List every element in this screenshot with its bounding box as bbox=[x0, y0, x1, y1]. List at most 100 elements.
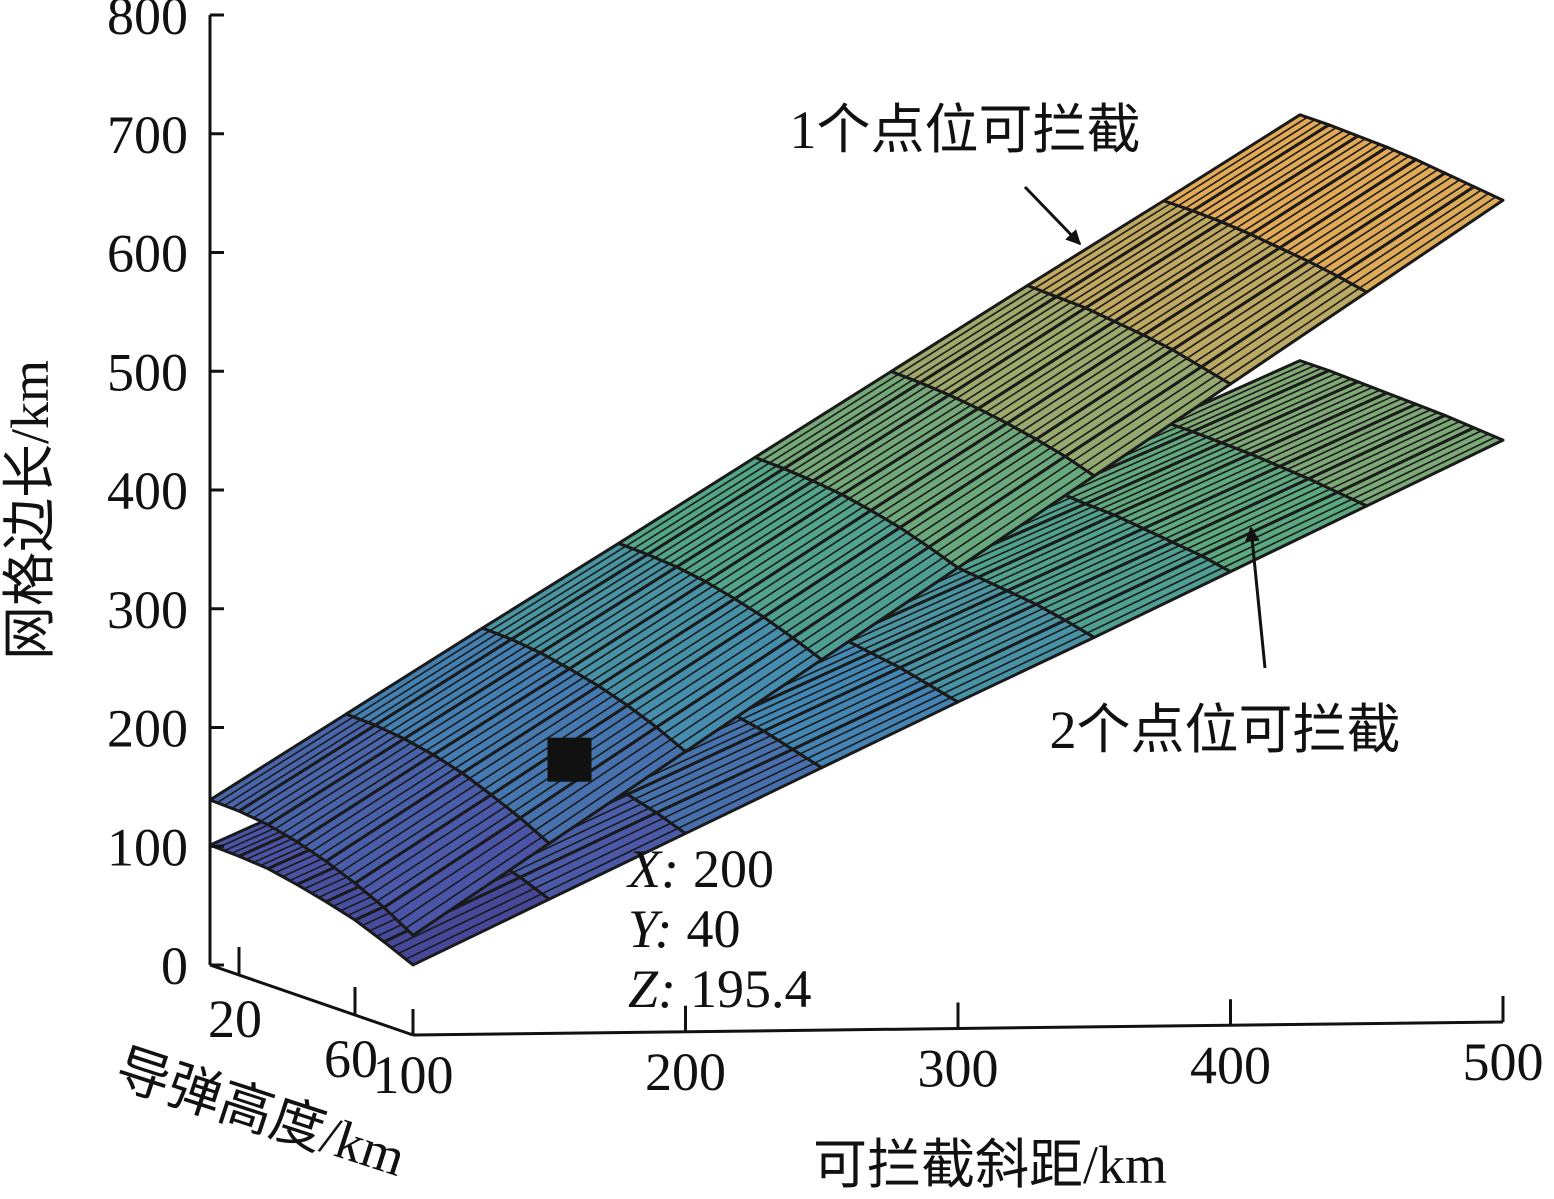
facet-stripe bbox=[1322, 179, 1460, 270]
facet-stripe bbox=[1150, 250, 1288, 340]
facet-stripe bbox=[1135, 243, 1273, 333]
facet-stripe bbox=[1206, 375, 1344, 438]
facet-stripe bbox=[1021, 534, 1159, 599]
facet-stripe bbox=[777, 675, 915, 741]
facet-stripe bbox=[683, 483, 821, 572]
facet-stripe bbox=[1293, 165, 1431, 256]
facet-stripe bbox=[405, 836, 543, 929]
facet-stripe bbox=[799, 688, 937, 755]
axes: 0 100 200 300 400 500 600 700 800 100 200 300 400 500… bbox=[107, 0, 1544, 1105]
facet-stripe bbox=[1070, 215, 1208, 303]
facet-stripe bbox=[999, 330, 1137, 421]
facet-stripe bbox=[1257, 395, 1395, 458]
facet-stripe bbox=[892, 600, 1030, 665]
facet-stripe bbox=[1063, 433, 1201, 496]
facet-stripe bbox=[1050, 548, 1188, 614]
facet-stripe bbox=[1164, 474, 1302, 540]
facet-stripe bbox=[469, 690, 607, 780]
facet-stripe bbox=[677, 653, 815, 747]
facet-stripe bbox=[914, 611, 1052, 677]
facet-stripe bbox=[634, 621, 772, 712]
facet-stripe bbox=[912, 293, 1050, 381]
facet-stripe bbox=[1179, 481, 1317, 547]
facet-stripe bbox=[934, 301, 1072, 390]
facet-stripe bbox=[1272, 400, 1410, 465]
x-tick-label: 100 bbox=[373, 1045, 454, 1105]
facet-stripe bbox=[1121, 237, 1259, 326]
facet-stripe bbox=[1057, 551, 1195, 617]
facet-stripe bbox=[741, 655, 879, 720]
facet-stripe bbox=[914, 447, 1052, 538]
facet-stripe bbox=[1099, 447, 1237, 511]
facet-stripe bbox=[534, 822, 672, 889]
facet-stripe bbox=[1157, 471, 1295, 537]
facet-stripe bbox=[663, 753, 801, 819]
facet-stripe bbox=[353, 630, 491, 718]
facet-stripe bbox=[799, 551, 937, 644]
facet-stripe bbox=[814, 696, 952, 764]
facet-stripe bbox=[303, 758, 441, 848]
facet-stripe bbox=[1177, 119, 1315, 207]
facet-stripe bbox=[1164, 257, 1302, 347]
facet-stripe bbox=[1092, 444, 1230, 508]
facet-stripe bbox=[1014, 531, 1152, 595]
facet-stripe bbox=[806, 692, 944, 760]
facet-stripe bbox=[340, 783, 478, 873]
facet-stripe bbox=[332, 777, 470, 868]
facet-stripe bbox=[541, 744, 679, 838]
facet-stripe bbox=[921, 451, 1059, 543]
facet-stripe bbox=[927, 298, 1065, 387]
facet-stripe bbox=[1072, 558, 1210, 626]
facet-stripe bbox=[512, 807, 650, 874]
facet-stripe bbox=[1150, 468, 1288, 533]
z-axis-label: 网格边长/km bbox=[0, 360, 60, 660]
facet-stripe bbox=[447, 676, 585, 765]
facet-stripe bbox=[1330, 182, 1468, 274]
facet-stripe bbox=[1063, 212, 1201, 301]
facet-stripe bbox=[376, 811, 514, 903]
facet-stripe bbox=[906, 607, 1044, 673]
facet-stripe bbox=[389, 645, 527, 733]
facet-stripe bbox=[798, 388, 936, 476]
facet-stripe bbox=[963, 508, 1101, 572]
facet-stripe bbox=[790, 385, 928, 473]
facet-stripe bbox=[1199, 126, 1337, 215]
facet-stripe bbox=[398, 887, 536, 955]
facet-stripe bbox=[418, 660, 556, 748]
facet-stripe bbox=[518, 556, 656, 644]
data-tip-row: Z: 195.4 bbox=[628, 959, 812, 1019]
facet-stripe bbox=[625, 459, 763, 547]
facet-stripe bbox=[1272, 155, 1410, 246]
x-tick-label: 300 bbox=[918, 1039, 999, 1099]
facet-stripe bbox=[1106, 450, 1244, 513]
facet-stripe bbox=[1070, 436, 1208, 499]
facet-stripe bbox=[885, 596, 1023, 662]
facet-stripe bbox=[390, 823, 528, 916]
facet-stripe bbox=[1228, 383, 1366, 447]
facet-stripe bbox=[770, 671, 908, 737]
x-tick-label: 400 bbox=[1190, 1035, 1271, 1095]
facet-stripe bbox=[956, 505, 1094, 568]
facet-stripe bbox=[1330, 423, 1468, 490]
facet-stripe bbox=[1170, 362, 1308, 425]
facet-stripe bbox=[756, 522, 894, 614]
facet-stripe bbox=[318, 767, 456, 858]
facet-stripe bbox=[605, 602, 743, 692]
data-tip-value: 40 bbox=[687, 899, 741, 959]
facet-stripe bbox=[534, 738, 672, 832]
facet-stripe bbox=[1199, 372, 1337, 436]
facet-stripe bbox=[590, 593, 728, 683]
z-tick-label: 600 bbox=[107, 224, 188, 284]
facet-stripe bbox=[289, 750, 427, 839]
facet-stripe bbox=[661, 474, 799, 562]
facet-stripe bbox=[1235, 140, 1373, 229]
z-tick-label: 700 bbox=[107, 105, 188, 165]
facet-stripe bbox=[690, 487, 828, 575]
facet-stripe bbox=[1214, 132, 1352, 220]
data-tip-row: X: 200 bbox=[626, 839, 774, 899]
facet-stripe bbox=[1028, 538, 1166, 602]
facet-stripe bbox=[583, 589, 721, 678]
data-tip-label: X: bbox=[626, 839, 679, 899]
facet-stripe bbox=[663, 642, 801, 734]
facet-stripe bbox=[1086, 566, 1224, 634]
